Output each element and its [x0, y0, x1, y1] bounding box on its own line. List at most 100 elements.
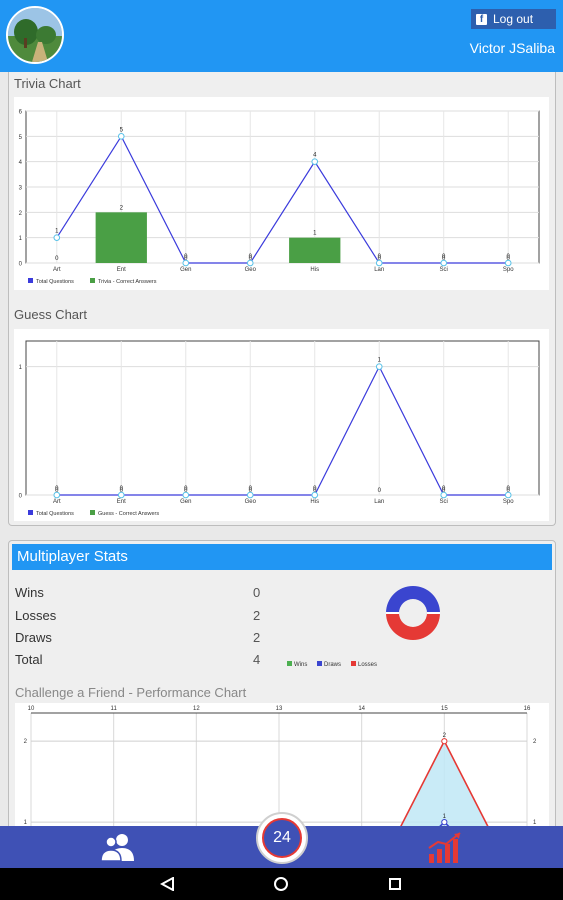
- trivia-chart: 0 1 2 3 4 5 6 Art Ent Gen Geo His Lan Sci Spo 0 2 0 0 1 0 0 0 1…: [14, 97, 549, 290]
- line-point: [504, 491, 512, 499]
- guess-chart-title: Guess Chart: [14, 307, 87, 322]
- stat-label-losses: Losses: [15, 608, 57, 623]
- line-point: [311, 158, 319, 165]
- x-tick-label: 14: [358, 706, 365, 712]
- point-label: 0: [313, 486, 317, 492]
- x-tick-label: Art: [53, 499, 61, 505]
- avatar[interactable]: [6, 6, 64, 64]
- stat-label-wins: Wins: [15, 585, 44, 600]
- back-icon[interactable]: [160, 877, 176, 891]
- app-header: f Log out Victor JSaliba: [0, 0, 563, 72]
- bar-label: 0: [55, 256, 59, 262]
- legend-swatch: [351, 661, 356, 666]
- facebook-icon: f: [476, 13, 487, 25]
- y-tick-label-right: 2: [533, 739, 537, 745]
- bar-label: 0: [249, 488, 253, 494]
- x-tick-label: His: [310, 499, 319, 505]
- daily-badge[interactable]: 24: [256, 812, 308, 864]
- x-tick-label: Ent: [117, 499, 126, 505]
- username: Victor JSaliba: [469, 40, 555, 56]
- point-label: 2: [443, 733, 447, 739]
- point-label: 0: [249, 254, 253, 260]
- x-tick-label: Lan: [374, 267, 384, 273]
- legend-label: Total Questions: [36, 279, 74, 285]
- legend-label: Total Questions: [36, 511, 74, 517]
- x-tick-label: 12: [193, 706, 200, 712]
- bar-label: 0: [184, 488, 188, 494]
- stat-label-draws: Draws: [15, 630, 52, 645]
- x-tick-label: His: [310, 267, 319, 273]
- x-tick-label: 11: [111, 706, 118, 712]
- stat-value-total: 4: [253, 652, 261, 667]
- x-tick-label: Geo: [245, 499, 257, 505]
- logout-label: Log out: [493, 12, 534, 26]
- stats-chart-icon[interactable]: [426, 830, 464, 869]
- point-label: 0: [442, 254, 446, 260]
- x-tick-label: 15: [441, 706, 448, 712]
- bar-label: 0: [442, 488, 446, 494]
- badge-count: 24: [262, 818, 302, 858]
- plot-frame: [25, 340, 540, 496]
- pie-slice: [386, 613, 440, 640]
- results-pie-chart: Wins Draws Losses: [287, 586, 440, 668]
- line-point: [117, 133, 125, 140]
- line-point: [246, 491, 254, 499]
- bar-label: 0: [442, 256, 446, 262]
- y-tick-label: 5: [19, 135, 23, 141]
- y-tick-label: 6: [19, 110, 23, 116]
- trivia-chart-title: Trivia Chart: [14, 76, 81, 91]
- y-tick-label: 1: [19, 365, 23, 371]
- system-nav-bar: [0, 868, 563, 900]
- x-tick-label: Spo: [503, 267, 514, 273]
- y-tick-label: 0: [19, 494, 23, 500]
- logout-button[interactable]: f Log out: [471, 9, 556, 29]
- legend-label: Guess - Correct Answers: [98, 511, 159, 517]
- point-label: 0: [184, 486, 188, 492]
- point-label: 0: [55, 486, 59, 492]
- point-label: 0: [249, 486, 253, 492]
- stat-value-losses: 2: [253, 608, 261, 623]
- x-tick-label: Sci: [440, 499, 448, 505]
- bar-label: 0: [184, 256, 188, 262]
- multiplayer-panel: Multiplayer Stats Wins 0 Losses 2 Draws …: [8, 540, 556, 840]
- x-tick-label: Gen: [180, 267, 191, 273]
- bar-label: 0: [507, 256, 511, 262]
- y-tick-label: 1: [24, 820, 28, 826]
- point-label: 0: [507, 486, 511, 492]
- line-point: [117, 491, 125, 499]
- series-point: [441, 738, 448, 745]
- challenge-chart-title: Challenge a Friend - Performance Chart: [15, 685, 247, 700]
- line-point: [375, 363, 383, 370]
- legend-label: Wins: [294, 662, 307, 668]
- x-tick-label: Lan: [374, 499, 384, 505]
- point-label: 1: [55, 229, 59, 235]
- line-point: [311, 491, 319, 499]
- bar-label: 0: [378, 256, 382, 262]
- recents-icon[interactable]: [388, 877, 402, 891]
- bar: [289, 237, 341, 263]
- legend-label: Losses: [358, 662, 377, 668]
- point-label: 4: [313, 153, 317, 159]
- point-label: 5: [120, 127, 124, 133]
- x-tick-label: 16: [524, 706, 531, 712]
- home-icon[interactable]: [273, 876, 289, 892]
- stat-value-draws: 2: [253, 630, 261, 645]
- y-tick-label: 2: [19, 211, 23, 217]
- friends-icon[interactable]: [100, 832, 136, 867]
- legend-label: Trivia - Correct Answers: [98, 279, 157, 285]
- line-point: [53, 491, 61, 499]
- line-point: [375, 259, 383, 267]
- y-tick-label: 1: [19, 236, 23, 242]
- x-tick-label: Ent: [117, 267, 126, 273]
- series-point: [441, 818, 448, 826]
- area-fill: [394, 741, 495, 839]
- y-tick-label: 4: [19, 160, 23, 166]
- line-point: [53, 234, 61, 241]
- bar-label: 0: [55, 488, 59, 494]
- bar-label: 0: [378, 488, 382, 494]
- x-tick-label: Spo: [503, 499, 514, 505]
- bar-label: 0: [507, 488, 511, 494]
- legend-swatch: [28, 510, 33, 515]
- point-label: 1: [443, 814, 447, 820]
- stat-value-wins: 0: [253, 585, 261, 600]
